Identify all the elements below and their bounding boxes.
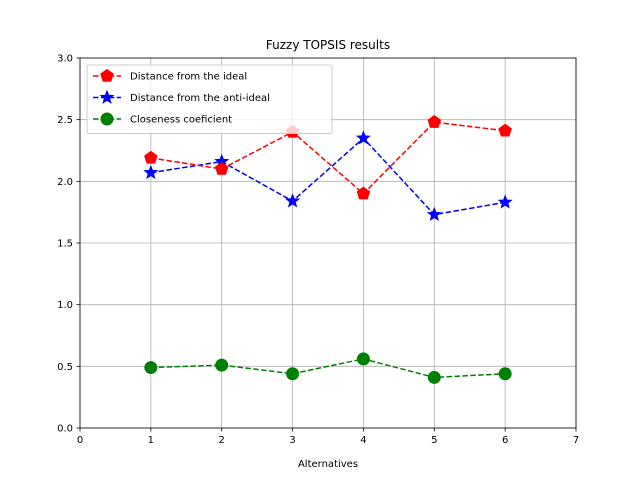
data-point xyxy=(144,361,158,375)
ticks: 0 1 2 3 4 5 6 7 0.0 0.5 1.0 1.5 2.0 2.5 3.0 xyxy=(57,54,579,447)
series-2 xyxy=(143,130,513,222)
y-tick-label: 1.5 xyxy=(57,239,73,250)
data-point xyxy=(356,186,371,200)
legend-label: Closeness coeficient xyxy=(130,115,232,126)
y-tick-label: 0.5 xyxy=(57,362,73,373)
x-tick-label: 5 xyxy=(431,435,437,446)
x-tick-label: 4 xyxy=(360,435,366,446)
data-point xyxy=(285,193,301,208)
x-tick-label: 1 xyxy=(148,435,154,446)
data-point xyxy=(498,123,512,137)
data-point xyxy=(356,352,370,366)
y-tick-label: 2.0 xyxy=(57,177,73,188)
data-point xyxy=(498,367,512,381)
x-axis-label: Alternatives xyxy=(298,459,358,470)
legend-marker xyxy=(99,89,115,104)
y-tick-label: 1.0 xyxy=(57,300,73,311)
legend-marker xyxy=(100,68,114,82)
legend-marker xyxy=(100,112,114,126)
legend-item: Closeness coeficient xyxy=(93,112,232,126)
legend-label: Distance from the ideal xyxy=(130,72,247,83)
x-tick-label: 2 xyxy=(219,435,225,446)
data-point xyxy=(214,161,229,175)
series-layer xyxy=(143,115,513,384)
y-tick-label: 3.0 xyxy=(57,54,73,65)
data-point xyxy=(426,206,442,222)
legend: Distance from the ideal Distance from the… xyxy=(86,64,333,134)
x-tick-label: 7 xyxy=(573,435,579,446)
x-tick-label: 6 xyxy=(502,435,508,446)
data-point xyxy=(143,164,159,180)
series-3 xyxy=(144,352,512,384)
series-line xyxy=(150,137,506,216)
y-tick-label: 0.0 xyxy=(57,424,73,435)
y-tick-label: 2.5 xyxy=(57,115,73,126)
data-point xyxy=(427,370,441,384)
x-tick-label: 3 xyxy=(289,435,295,446)
legend-label: Distance from the anti-ideal xyxy=(130,93,270,104)
data-point xyxy=(144,150,158,164)
chart-title: Fuzzy TOPSIS results xyxy=(266,38,390,52)
series-line xyxy=(150,121,506,195)
x-tick-label: 0 xyxy=(77,435,83,446)
data-point xyxy=(355,130,371,145)
data-point xyxy=(497,194,513,209)
legend-item: Distance from the ideal xyxy=(93,68,247,83)
data-point xyxy=(286,367,300,381)
legend-item: Distance from the anti-ideal xyxy=(93,89,270,104)
data-point xyxy=(215,358,229,372)
data-point xyxy=(427,115,442,128)
legend-box xyxy=(86,64,333,134)
series-line xyxy=(150,358,506,379)
